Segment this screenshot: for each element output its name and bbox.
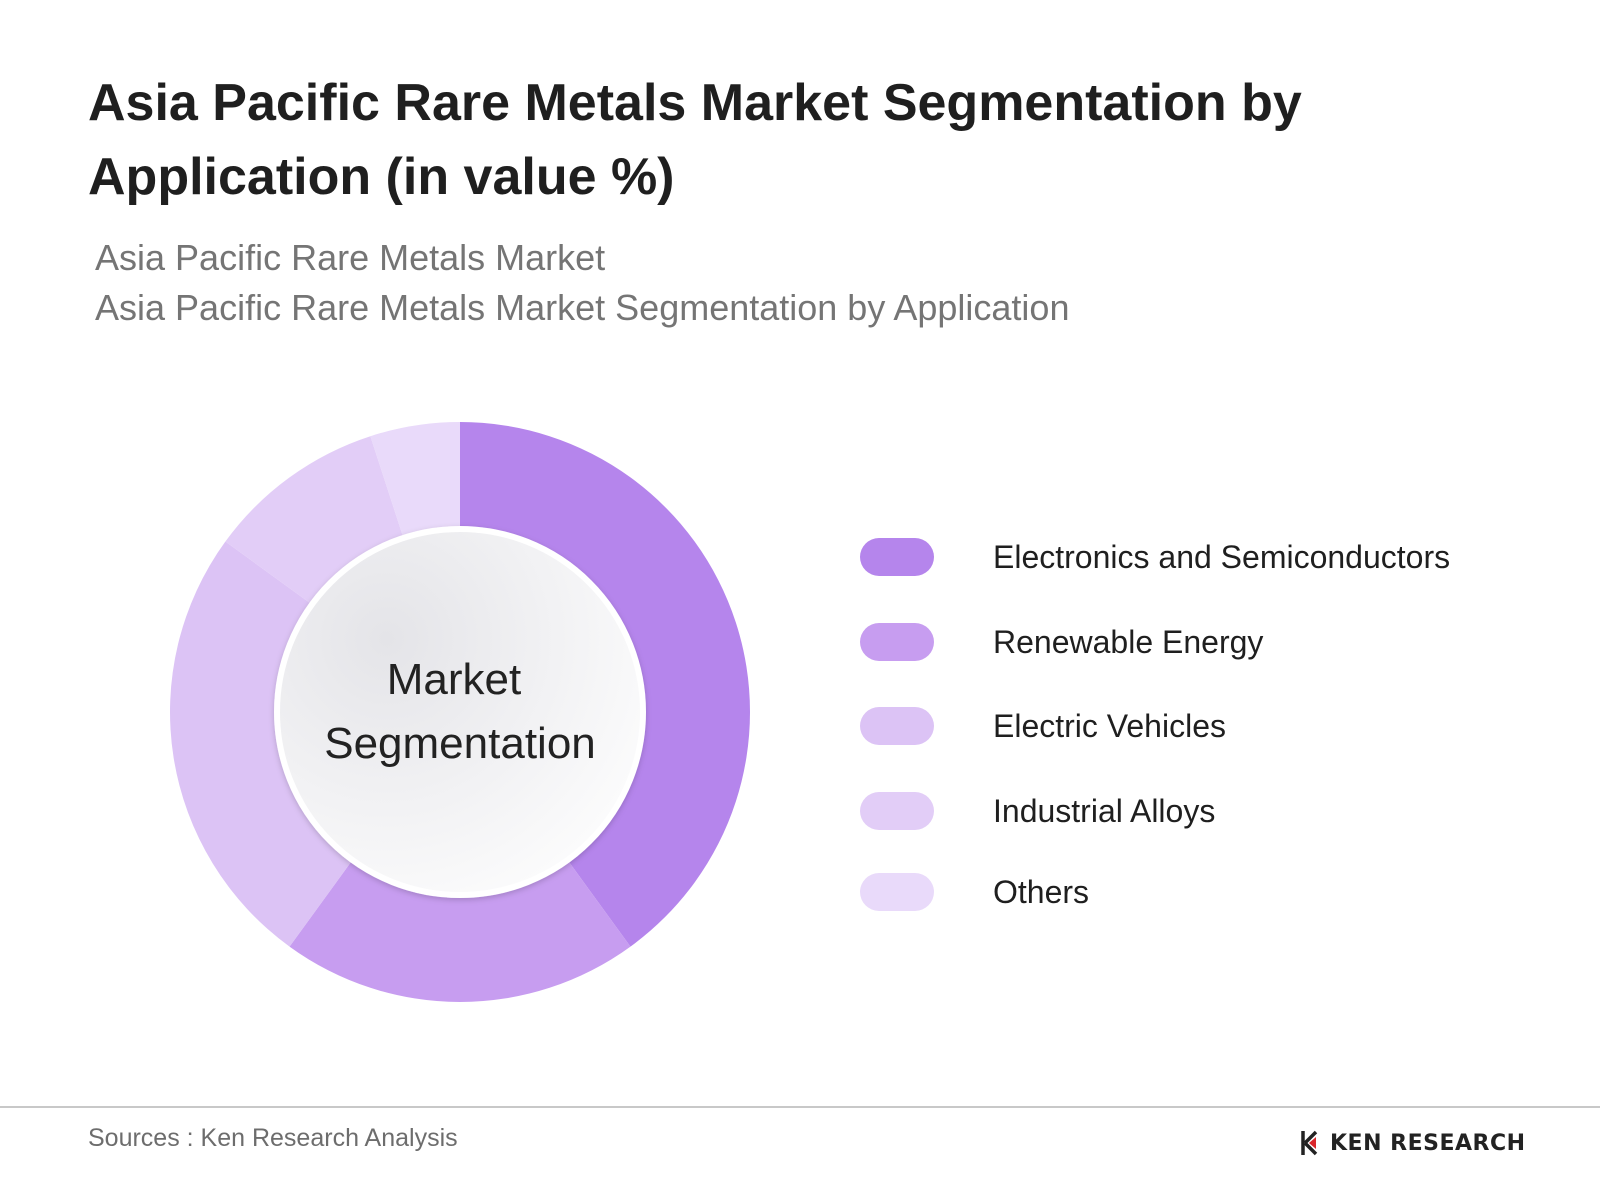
chart-title: Asia Pacific Rare Metals Market Segmenta…: [88, 74, 1302, 206]
footer-divider: [0, 1106, 1600, 1108]
legend-swatch: [860, 623, 934, 661]
legend-item-others: Others: [860, 871, 1560, 911]
legend-swatch: [860, 538, 934, 576]
legend-item-alloys: Industrial Alloys: [860, 790, 1560, 830]
legend-item-electronics: Electronics and Semiconductors: [860, 536, 1560, 576]
brand-mark: KEN RESEARCH: [1300, 1128, 1526, 1158]
sources-note: Sources : Ken Research Analysis: [88, 1124, 458, 1152]
legend-label: Electric Vehicles: [993, 708, 1226, 744]
donut-slice-electronics-and-semiconductors: [460, 422, 750, 947]
center-label-line-2: Segmentation: [324, 719, 596, 768]
legend-swatch: [860, 707, 934, 745]
chart-subtitle-1: Asia Pacific Rare Metals Market: [95, 237, 606, 278]
legend-label: Electronics and Semiconductors: [993, 539, 1451, 575]
legend-label: Industrial Alloys: [993, 793, 1216, 829]
legend-swatch: [860, 873, 934, 911]
donut-chart: Market Segmentation: [169, 422, 750, 1003]
donut-center-disc: [274, 526, 646, 898]
legend-item-ev: Electric Vehicles: [860, 705, 1560, 745]
donut-slice-electric-vehicles: [169, 541, 352, 947]
center-label-line-1: Market: [387, 655, 521, 704]
legend-label: Others: [993, 874, 1090, 910]
donut-slice-industrial-alloys: [225, 436, 403, 604]
chart-subtitle-2: Asia Pacific Rare Metals Market Segmenta…: [95, 287, 1070, 328]
legend-item-renewable: Renewable Energy: [860, 621, 1560, 661]
legend-swatch: [860, 792, 934, 830]
ken-research-logo-icon: [1301, 1130, 1318, 1156]
donut-slice-others: [370, 422, 460, 537]
brand-name: KEN RESEARCH: [1330, 1130, 1526, 1156]
legend-label: Renewable Energy: [993, 624, 1264, 660]
donut-slice-renewable-energy: [289, 861, 631, 1003]
